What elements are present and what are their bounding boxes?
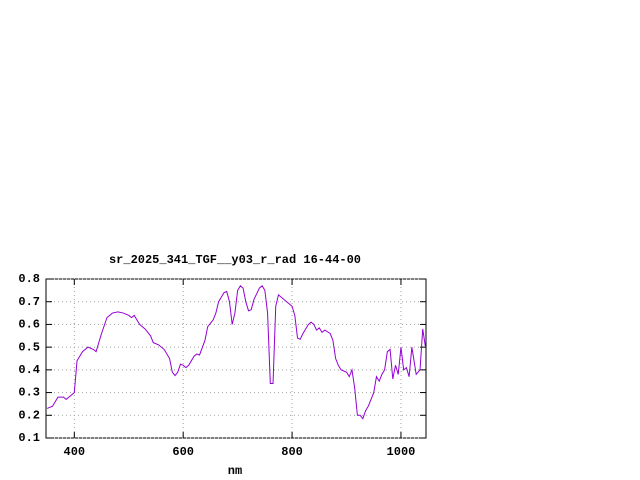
plot-border — [45, 278, 427, 439]
x-tick-label: 400 — [64, 445, 86, 459]
y-tick-label: 0.3 — [18, 386, 40, 400]
data-line — [46, 285, 426, 420]
y-tick-label: 0.1 — [18, 431, 40, 445]
x-axis-label: nm — [228, 464, 242, 478]
y-tick-label: 0.5 — [18, 340, 40, 354]
x-tick-label: 800 — [281, 445, 303, 459]
chart-title: sr_2025_341_TGF__y03_r_rad 16-44-00 — [109, 253, 361, 267]
y-tick-label: 0.7 — [18, 295, 40, 309]
y-tick-label: 0.8 — [18, 272, 40, 286]
x-tick-label: 600 — [172, 445, 194, 459]
x-tick-label: 1000 — [387, 445, 416, 459]
y-tick-label: 0.2 — [18, 408, 40, 422]
y-tick-label: 0.6 — [18, 318, 40, 332]
y-tick-label: 0.4 — [18, 363, 40, 377]
